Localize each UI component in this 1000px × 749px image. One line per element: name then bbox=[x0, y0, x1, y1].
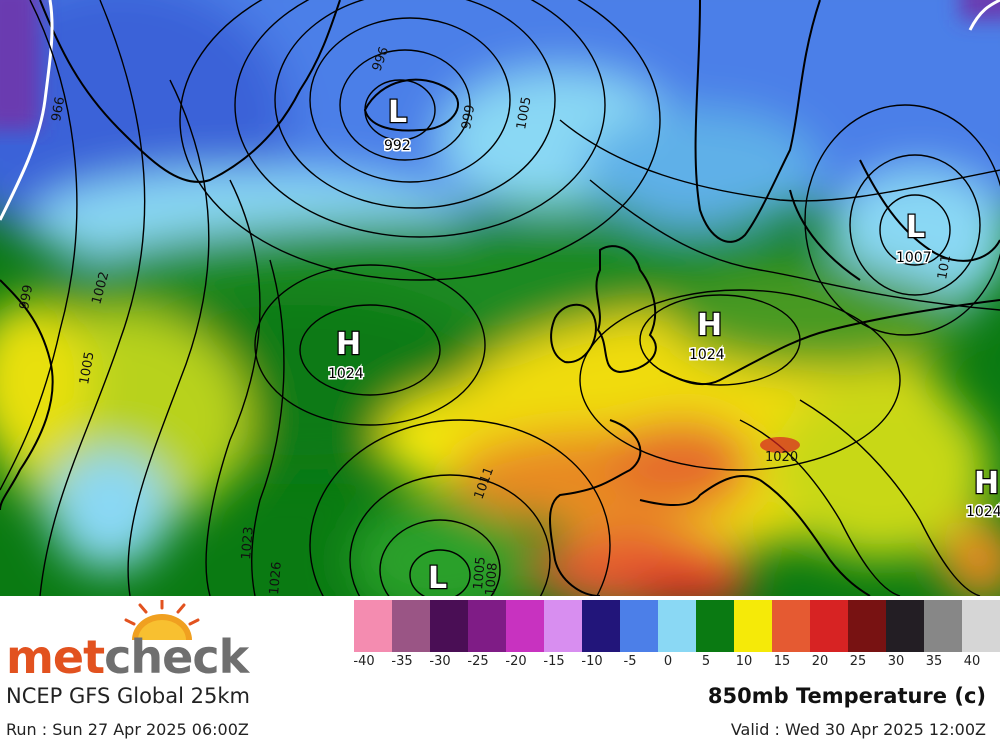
system-value: 1024 bbox=[689, 347, 725, 363]
legend-swatch bbox=[430, 600, 468, 652]
isobar-label: 966 bbox=[49, 96, 68, 123]
isobar-label: 1023 bbox=[239, 526, 257, 560]
legend-swatch bbox=[620, 600, 658, 652]
system-value: 1024 bbox=[328, 366, 364, 382]
legend-swatch bbox=[544, 600, 582, 652]
legend-swatch bbox=[772, 600, 810, 652]
legend-swatch bbox=[468, 600, 506, 652]
isobar-label: 999 bbox=[17, 284, 36, 311]
legend-swatch bbox=[582, 600, 620, 652]
system-letter: H bbox=[336, 327, 361, 362]
system-letter: L bbox=[428, 561, 447, 596]
legend-swatch bbox=[924, 600, 962, 652]
temperature-shading bbox=[0, 0, 1000, 596]
alps-terrain bbox=[760, 437, 800, 453]
pressure-system-low: L 992 bbox=[383, 94, 413, 156]
valid-time: Valid : Wed 30 Apr 2025 12:00Z bbox=[730, 720, 986, 739]
model-title: NCEP GFS Global 25km bbox=[6, 684, 250, 708]
legend-tick-label: 10 bbox=[735, 654, 753, 669]
legend-swatch bbox=[734, 600, 772, 652]
pressure-system-high: H 1024 bbox=[327, 326, 366, 384]
legend-swatch bbox=[506, 600, 544, 652]
legend-tick-label: -10 bbox=[581, 654, 603, 669]
isobar-label: 101 bbox=[935, 254, 954, 281]
pressure-system-high: H 1024 bbox=[688, 307, 727, 365]
isobar-label: 1005 bbox=[471, 556, 489, 590]
coastlines bbox=[0, 0, 1000, 596]
legend-tick-label: 25 bbox=[849, 654, 867, 669]
field-title: 850mb Temperature (c) bbox=[707, 684, 986, 708]
temperature-legend: -40 -35 -30 -25 -20 -15 -10 -5 0 5 10 15 20 25 30 35 40 bbox=[353, 596, 1000, 676]
isobar-label: 1008 bbox=[483, 562, 501, 596]
legend-tick-label: 0 bbox=[663, 654, 673, 669]
system-letter: H bbox=[697, 308, 722, 343]
legend-tick-label: 30 bbox=[887, 654, 905, 669]
system-value: 992 bbox=[384, 138, 411, 154]
legend-swatch bbox=[392, 600, 430, 652]
legend-tick-label: -20 bbox=[505, 654, 527, 669]
legend-tick-label: -35 bbox=[391, 654, 413, 669]
run-time: Run : Sun 27 Apr 2025 06:00Z bbox=[6, 720, 249, 739]
legend-swatch bbox=[810, 600, 848, 652]
legend-tick-label: 40 bbox=[963, 654, 981, 669]
brand-part-met: met bbox=[6, 630, 105, 684]
map-footer: metcheck -40 -35 -30 -25 -20 -15 -10 -5 0 5 10 15 20… bbox=[0, 596, 1000, 749]
ice-edge-right bbox=[968, 0, 1000, 31]
system-value: 1024 bbox=[966, 504, 1000, 520]
isobar-label: 1020 bbox=[765, 450, 798, 465]
legend-swatch bbox=[354, 600, 392, 652]
system-value: 1007 bbox=[896, 250, 932, 266]
legend-swatch bbox=[696, 600, 734, 652]
legend-tick-label: 5 bbox=[701, 654, 711, 669]
system-letter: L bbox=[906, 210, 925, 245]
legend-tick-label: -40 bbox=[353, 654, 375, 669]
brand-part-check: check bbox=[104, 630, 249, 684]
ice-edge bbox=[0, 0, 54, 221]
isobar-label: 1005 bbox=[514, 95, 535, 130]
isobars bbox=[0, 0, 1000, 596]
weather-map: 996 999 1005 1002 1005 1011 1020 1023 10… bbox=[0, 0, 1000, 596]
legend-swatch bbox=[658, 600, 696, 652]
legend-tick-label: 20 bbox=[811, 654, 829, 669]
isobar-label: 1005 bbox=[77, 350, 98, 385]
legend-tick-label: -30 bbox=[429, 654, 451, 669]
legend-swatch bbox=[848, 600, 886, 652]
legend-swatch bbox=[962, 600, 1000, 652]
pressure-system-low: L 1007 bbox=[895, 209, 934, 268]
legend-tick-label: -5 bbox=[623, 654, 637, 669]
isobar-label: 1026 bbox=[267, 561, 285, 595]
pressure-system-low: L bbox=[427, 560, 449, 596]
system-letter: H bbox=[974, 466, 999, 501]
brand-name: metcheck bbox=[6, 630, 249, 684]
legend-tick-label: -15 bbox=[543, 654, 565, 669]
sun-icon bbox=[124, 600, 200, 640]
map-svg: 996 999 1005 1002 1005 1011 1020 1023 10… bbox=[0, 0, 1000, 596]
legend-tick-label: -25 bbox=[467, 654, 489, 669]
system-letter: L bbox=[388, 95, 407, 130]
pressure-system-high: H 1024 bbox=[965, 465, 1000, 522]
legend-swatch bbox=[886, 600, 924, 652]
isobar-label: 999 bbox=[459, 104, 478, 131]
legend-tick-label: 15 bbox=[773, 654, 791, 669]
legend-tick-label: 35 bbox=[925, 654, 943, 669]
